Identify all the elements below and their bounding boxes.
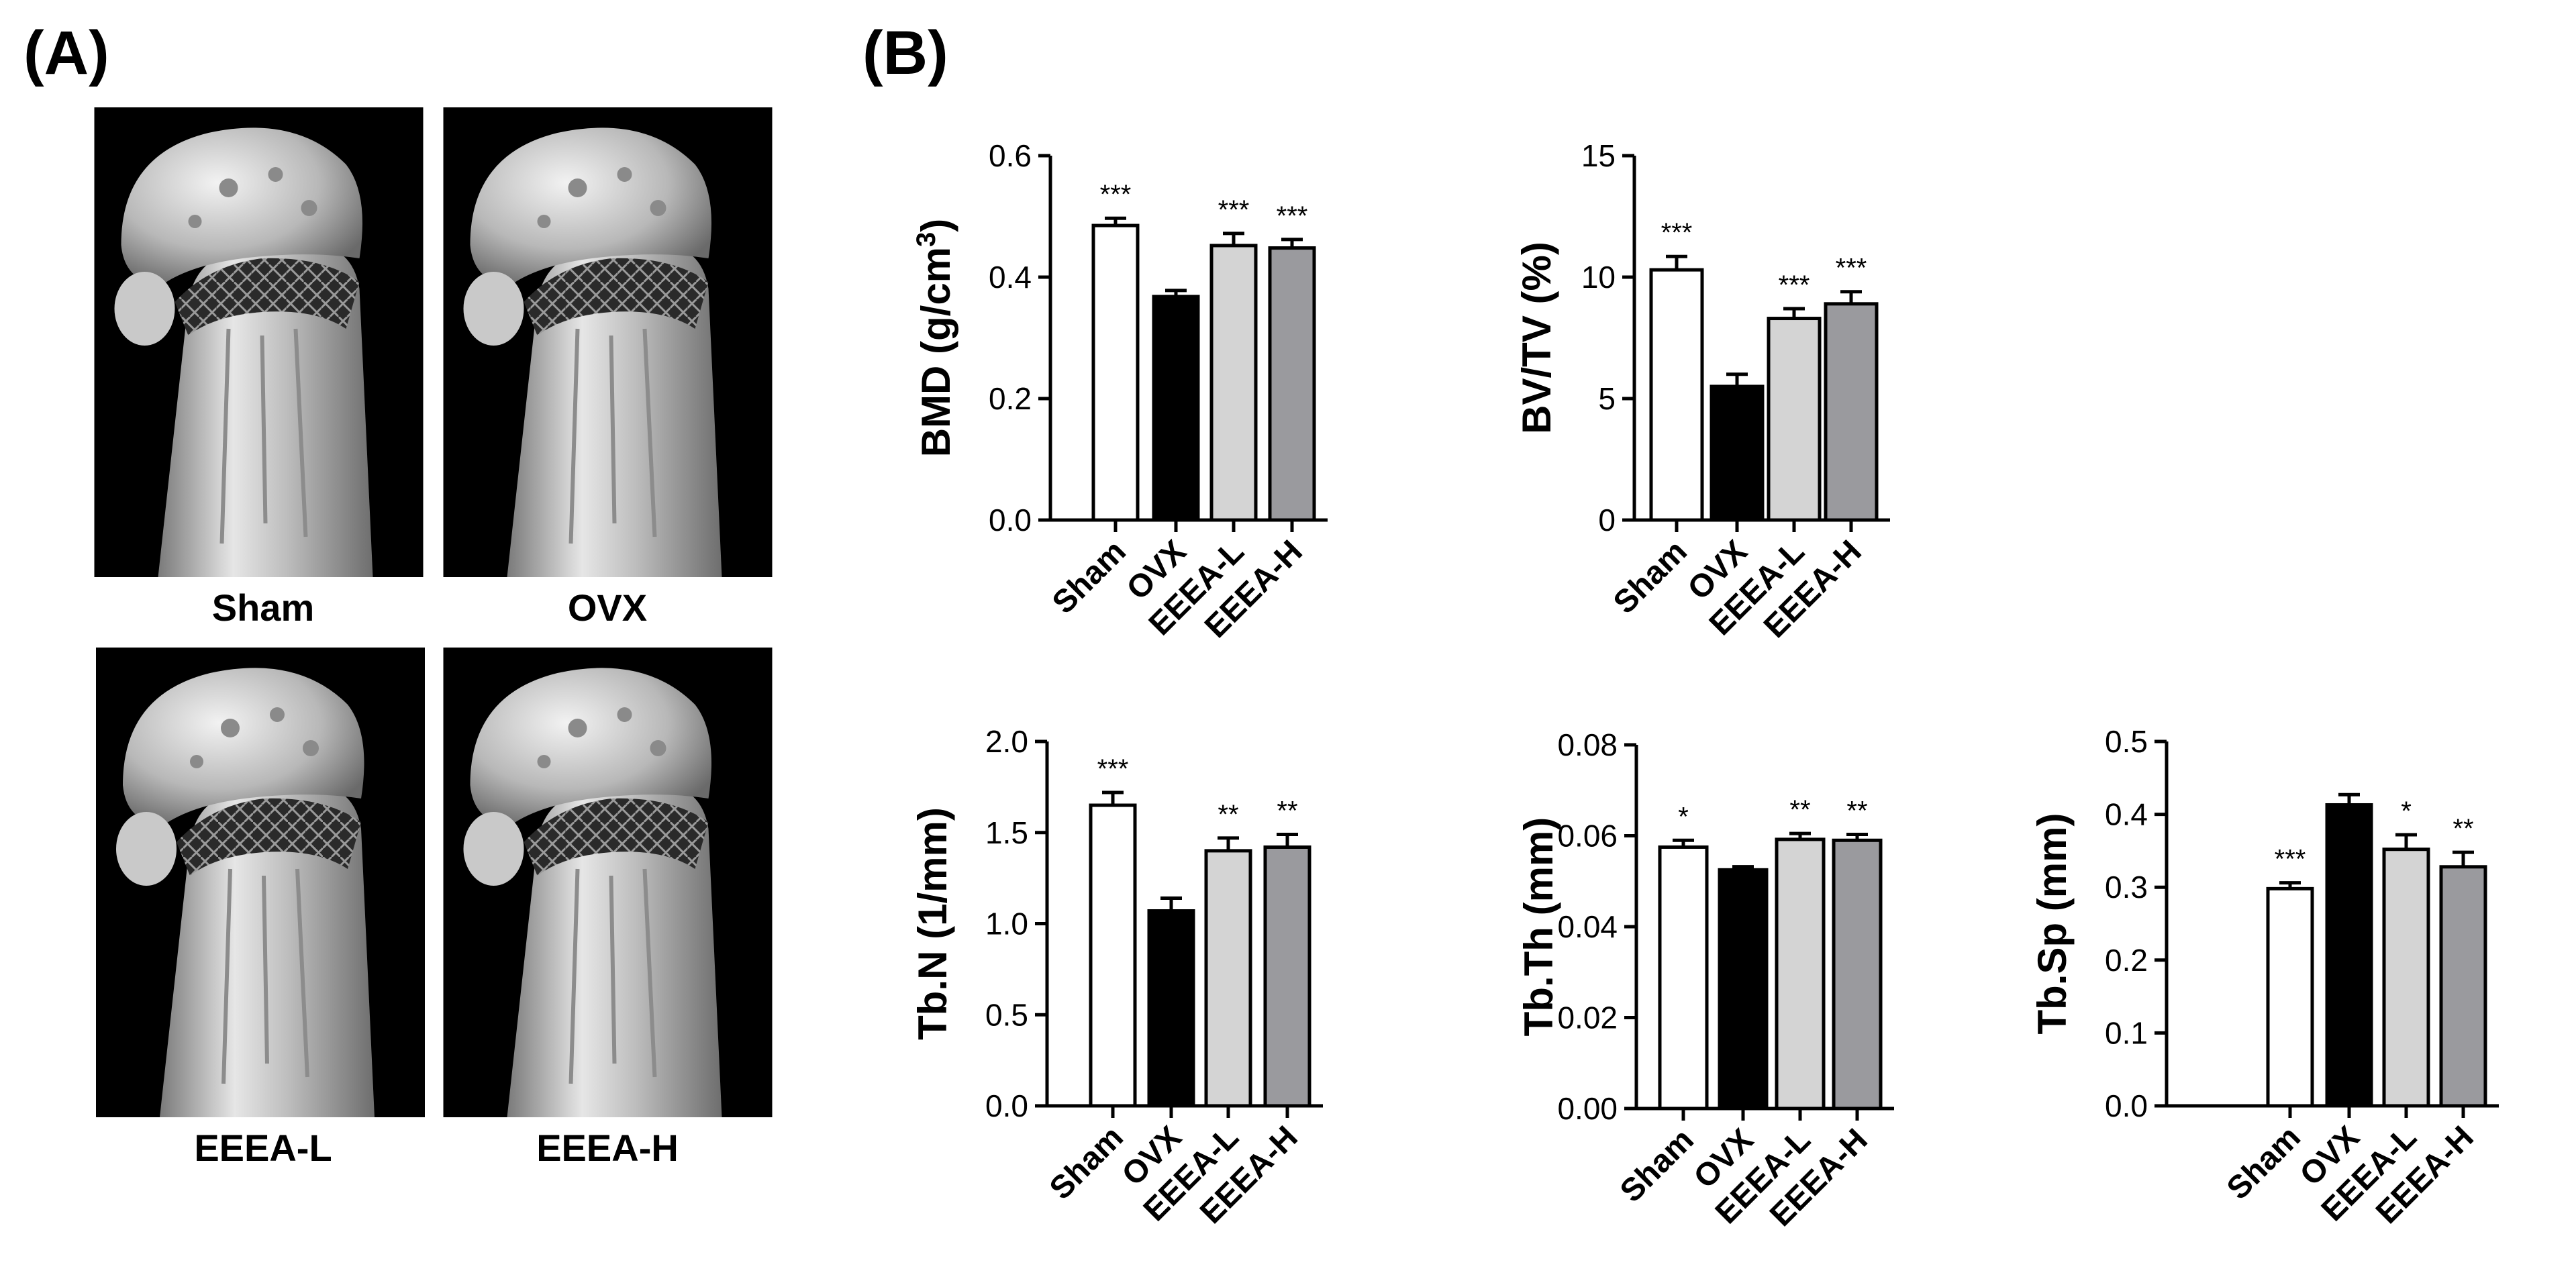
femur-micro-ct-image: [95, 107, 424, 577]
y-tick-label: 0.02: [1557, 1000, 1618, 1035]
significance-label: **: [1218, 800, 1238, 829]
bar: [1147, 909, 1195, 1108]
y-tick-label: 0: [1598, 503, 1616, 537]
significance-label: *: [2401, 796, 2412, 826]
bar: [1263, 845, 1311, 1108]
significance-label: **: [2453, 814, 2473, 843]
y-tick-label: 0.4: [2105, 797, 2148, 832]
panel-label-b: (B): [862, 19, 948, 87]
y-tick-label: 0.4: [989, 260, 1032, 295]
y-tick-label: 15: [1581, 138, 1616, 173]
significance-label: **: [1789, 795, 1810, 825]
femur-micro-ct-image: [444, 648, 773, 1117]
bar: [1649, 268, 1704, 522]
significance-label: **: [1846, 796, 1867, 825]
bar: [1775, 837, 1826, 1111]
x-tick-label: Sham: [2220, 1119, 2308, 1206]
significance-label: ***: [1836, 254, 1867, 283]
significance-label: ***: [1097, 754, 1129, 784]
micro-ct-caption: EEEA-H: [536, 1127, 679, 1169]
y-tick-label: 0.1: [2105, 1015, 2148, 1050]
significance-label: ***: [1100, 180, 1132, 209]
bar: [1209, 244, 1258, 522]
y-tick-label: 0.00: [1557, 1091, 1618, 1126]
y-tick-label: 1.0: [985, 907, 1028, 941]
x-tick-label: Sham: [1043, 1119, 1130, 1206]
significance-label: ***: [1779, 270, 1810, 300]
bar: [1091, 223, 1140, 522]
bar: [2325, 803, 2373, 1108]
x-tick-label: Sham: [1614, 1122, 1701, 1209]
y-tick-label: 1.5: [985, 815, 1028, 850]
y-tick-label: 10: [1581, 260, 1616, 295]
bar: [1152, 295, 1200, 522]
micro-ct-caption: OVX: [568, 586, 647, 629]
y-axis-title: BMD (g/cm3): [911, 219, 958, 458]
x-tick-label: Sham: [1046, 533, 1133, 621]
femur-micro-ct-image: [96, 648, 425, 1117]
bar: [1268, 246, 1316, 522]
y-tick-label: 0.0: [989, 503, 1032, 537]
significance-label: ***: [1277, 201, 1308, 231]
bar: [1658, 845, 1709, 1111]
bar: [1832, 838, 1883, 1111]
y-tick-label: 0.6: [989, 138, 1032, 173]
panel-label-a: (A): [23, 19, 109, 87]
y-tick-label: 5: [1598, 381, 1616, 416]
y-tick-label: 0.06: [1557, 819, 1618, 854]
bar: [2439, 865, 2487, 1108]
significance-label: **: [1277, 796, 1297, 825]
bar: [2266, 886, 2314, 1108]
y-axis-title: Tb.N (1/mm): [910, 807, 955, 1040]
y-tick-label: 0.08: [1557, 727, 1618, 762]
significance-label: ***: [2275, 845, 2306, 874]
y-axis-title: BV/TV (%): [1514, 242, 1559, 434]
y-axis-title: Tb.Th (mm): [1516, 817, 1561, 1037]
bar-chart: 0.00.10.20.30.40.5Tb.Sp (mm) ***ShamOVX*E…: [2030, 724, 2499, 1231]
y-tick-label: 0.2: [2105, 943, 2148, 978]
y-tick-label: 0.3: [2105, 870, 2148, 905]
micro-ct-caption: Sham: [212, 586, 315, 629]
significance-label: ***: [1661, 218, 1693, 248]
bar: [1767, 317, 1822, 522]
y-tick-label: 0.0: [985, 1088, 1028, 1123]
bar-chart: 0.00.51.01.52.0Tb.N (1/mm)***ShamOVX**EE…: [910, 724, 1323, 1231]
femur-micro-ct-image: [444, 107, 773, 577]
y-tick-label: 0.2: [989, 381, 1032, 416]
bar: [1824, 302, 1879, 522]
y-tick-label: 2.0: [985, 724, 1028, 759]
y-tick-label: 0.5: [985, 997, 1028, 1032]
micro-ct-caption: EEEA-L: [194, 1127, 332, 1169]
bar: [1710, 384, 1765, 522]
y-tick-label: 0.0: [2105, 1088, 2148, 1123]
significance-label: ***: [1218, 195, 1250, 225]
bar: [1204, 849, 1252, 1108]
bar: [1089, 803, 1137, 1108]
y-tick-label: 0.5: [2105, 724, 2148, 759]
micro-ct-grid: Sham OVX EEEA-L EEEA-H: [95, 107, 773, 1169]
bar: [1718, 868, 1769, 1111]
significance-label: *: [1678, 802, 1689, 831]
x-tick-label: Sham: [1607, 533, 1694, 621]
y-tick-label: 0.04: [1557, 909, 1618, 944]
bar: [2382, 847, 2430, 1108]
y-axis-title: Tb.Sp (mm): [2030, 813, 2075, 1035]
